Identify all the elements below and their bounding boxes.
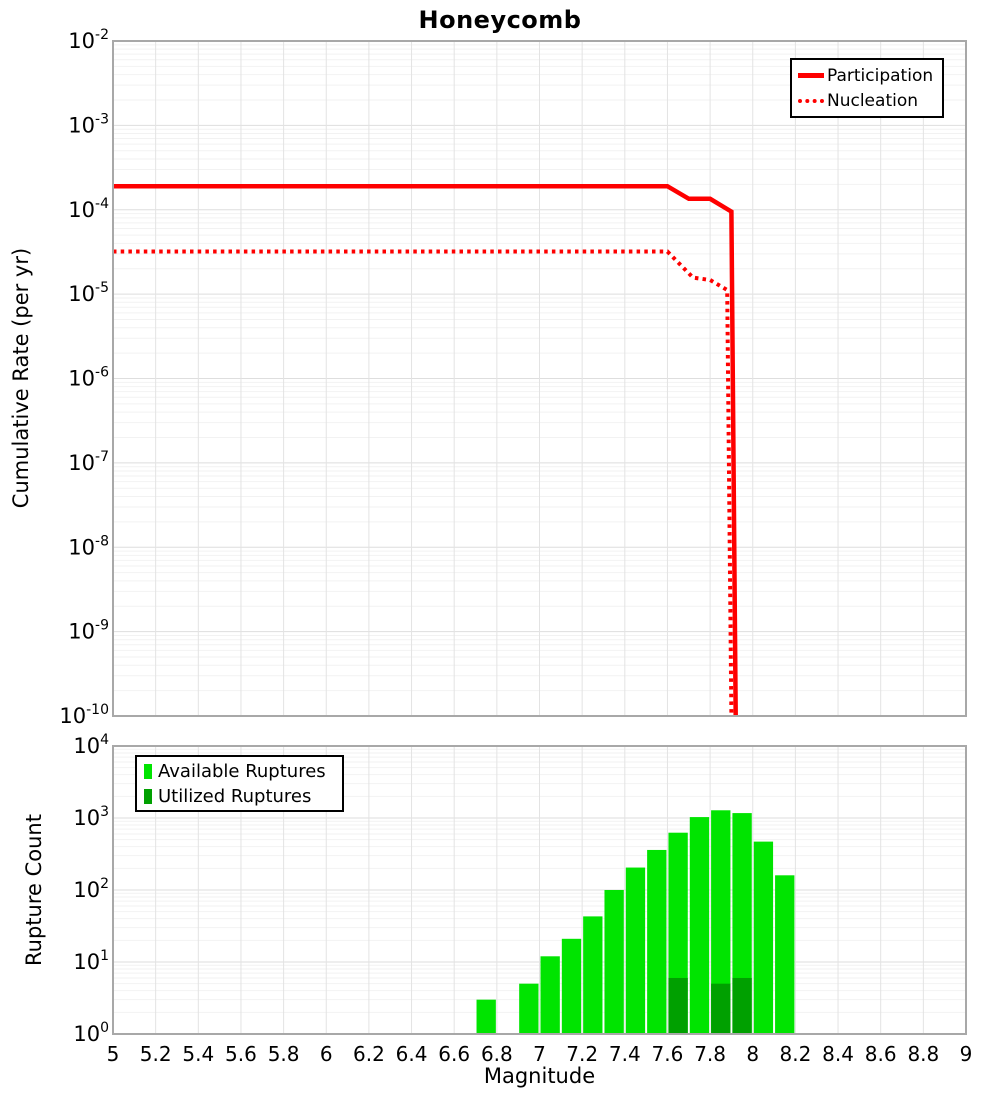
x-tick-label: 8.8 <box>907 1042 939 1066</box>
x-tick-label: 6 <box>320 1042 333 1066</box>
y-tick-label: 100 <box>73 1020 109 1046</box>
legend-label-participation: Participation <box>827 65 934 86</box>
y-tick-label: 10-8 <box>68 533 109 559</box>
x-tick-label: 5.4 <box>182 1042 214 1066</box>
available-bar <box>689 817 710 1034</box>
x-tick-label: 8.4 <box>822 1042 854 1066</box>
rate-curves <box>113 183 738 717</box>
y-tick-label: 101 <box>73 948 109 974</box>
tick-labels: 10-2 10-3 10-4 10-5 10-6 10-7 10-8 10-9 10-10 104… <box>59 27 972 1066</box>
y-tick-label: 10-9 <box>68 618 109 644</box>
y-tick-label: 10-5 <box>68 280 109 306</box>
available-bar <box>647 849 667 1034</box>
participation-line <box>113 183 738 717</box>
x-axis-label: Magnitude <box>483 1064 596 1088</box>
y-tick-label: 10-3 <box>68 111 109 137</box>
available-bar <box>583 916 603 1034</box>
available-bar <box>625 867 646 1034</box>
x-tick-label: 8.2 <box>779 1042 811 1066</box>
available-bar <box>711 810 731 1034</box>
grid-lines <box>113 41 966 1034</box>
x-tick-label: 6.6 <box>438 1042 470 1066</box>
x-tick-label: 6.8 <box>481 1042 513 1066</box>
available-swatch-icon <box>144 763 152 779</box>
x-tick-label: 5.6 <box>225 1042 257 1066</box>
bottom-y-axis-label: Rupture Count <box>22 814 46 966</box>
utilized-ruptures-bars <box>668 977 752 1034</box>
x-tick-label: 5.8 <box>268 1042 300 1066</box>
legend-item-nucleation: Nucleation <box>798 91 936 111</box>
y-tick-label: 103 <box>73 804 109 830</box>
plot-borders <box>112 40 967 1035</box>
legend-item-participation: Participation <box>798 66 936 86</box>
utilized-bar <box>711 983 731 1034</box>
legend-label-nucleation: Nucleation <box>827 90 919 111</box>
available-bar <box>519 983 539 1034</box>
x-tick-label: 7.8 <box>694 1042 726 1066</box>
legend-label-available: Available Ruptures <box>158 760 326 782</box>
available-bar <box>540 956 560 1034</box>
y-tick-label: 10-7 <box>68 449 109 475</box>
x-tick-label: 7.4 <box>609 1042 641 1066</box>
participation-line-sample-icon <box>798 73 824 78</box>
y-tick-label: 104 <box>73 732 109 758</box>
x-tick-label: 7.6 <box>652 1042 684 1066</box>
utilized-bar <box>732 977 752 1034</box>
available-bar <box>604 890 624 1034</box>
utilized-swatch-icon <box>144 788 152 804</box>
legend-item-available: Available Ruptures <box>144 761 335 782</box>
available-bar <box>561 938 582 1034</box>
y-tick-label: 102 <box>73 876 109 902</box>
available-ruptures-bars <box>476 810 795 1034</box>
available-bar <box>476 999 496 1034</box>
available-bar <box>775 875 795 1034</box>
y-tick-label: 10-2 <box>68 27 109 53</box>
x-tick-label: 6.4 <box>396 1042 428 1066</box>
y-tick-label: 10-6 <box>68 365 109 391</box>
x-tick-label: 9 <box>960 1042 973 1066</box>
available-bar <box>753 841 774 1034</box>
x-tick-label: 7.2 <box>566 1042 598 1066</box>
x-tick-label: 5 <box>107 1042 120 1066</box>
nucleation-line <box>113 249 734 717</box>
nucleation-line-sample-icon <box>798 98 824 103</box>
utilized-bar <box>668 977 688 1034</box>
x-tick-label: 8.6 <box>865 1042 897 1066</box>
x-tick-label: 7 <box>533 1042 546 1066</box>
x-tick-label: 8 <box>746 1042 759 1066</box>
legend-rate-panel: Participation Nucleation <box>790 58 944 118</box>
x-tick-label: 5.2 <box>140 1042 172 1066</box>
x-tick-label: 6.2 <box>353 1042 385 1066</box>
chart-title: Honeycomb <box>418 6 582 34</box>
legend-label-utilized: Utilized Ruptures <box>158 785 312 807</box>
legend-count-panel: Available Ruptures Utilized Ruptures <box>135 755 344 812</box>
y-tick-label: 10-4 <box>68 196 109 222</box>
top-y-axis-label: Cumulative Rate (per yr) <box>9 247 33 509</box>
y-tick-label: 10-10 <box>59 702 109 728</box>
legend-item-utilized: Utilized Ruptures <box>144 786 335 807</box>
